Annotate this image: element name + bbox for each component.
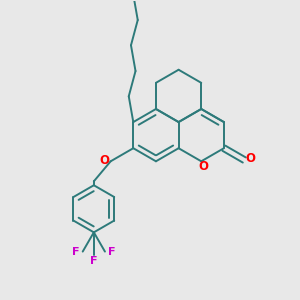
Text: O: O <box>245 152 255 165</box>
Text: F: F <box>90 256 98 266</box>
Text: F: F <box>108 247 115 256</box>
Text: O: O <box>99 154 109 167</box>
Text: O: O <box>199 160 208 173</box>
Text: F: F <box>72 247 80 256</box>
